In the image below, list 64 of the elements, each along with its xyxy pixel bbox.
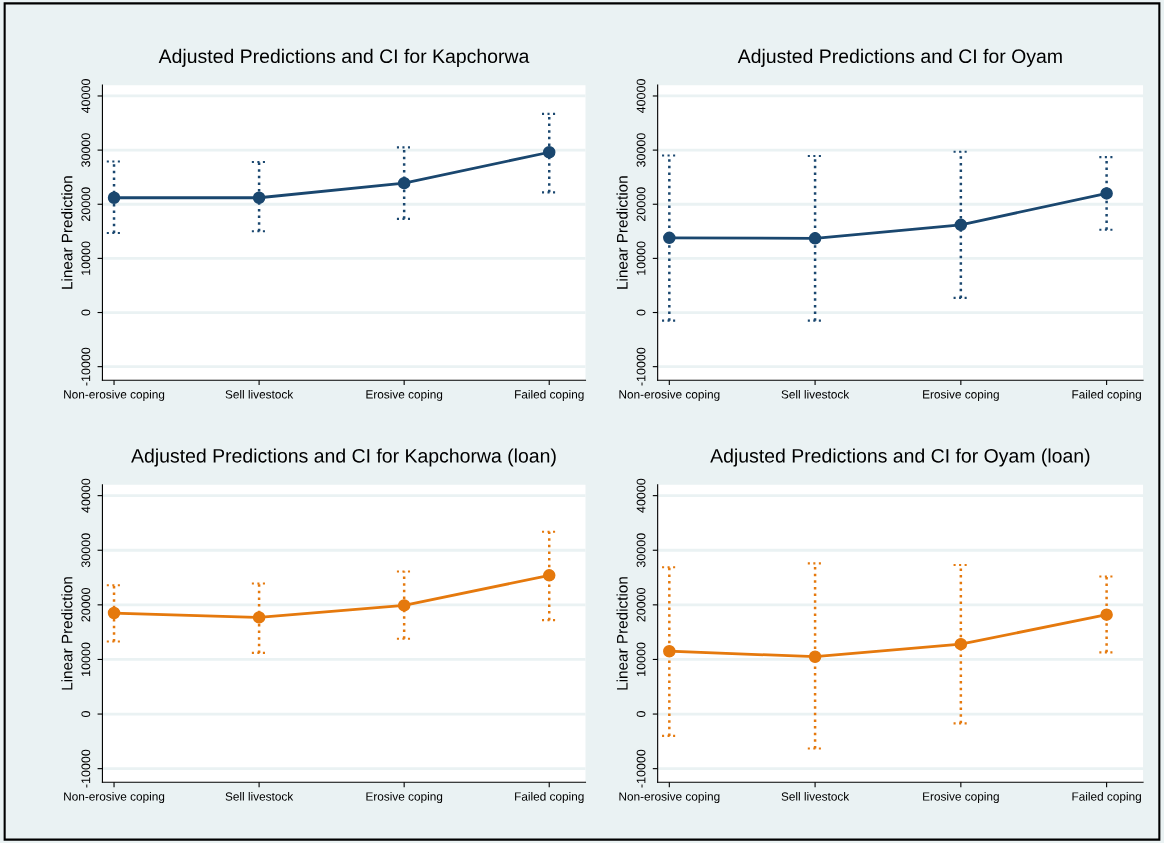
point (663, 645, 676, 658)
x-tick-label: Sell livestock (781, 389, 850, 399)
y-tick-label: 10000 (636, 241, 646, 275)
y-tick-label: 0 (81, 309, 91, 316)
point (808, 232, 822, 245)
y-tick-label: 30000 (81, 533, 91, 568)
chart-title: Adjusted Predictions and CI for Kapchorwa (loan) (131, 448, 556, 467)
chart-title: Adjusted Predictions and CI for Kapchorwa (158, 48, 530, 67)
y-tick-label: 10000 (636, 642, 646, 676)
y-tick-label: -10000 (636, 749, 646, 788)
y-tick-label: 40000 (636, 79, 646, 114)
y-tick-label: 20000 (81, 187, 91, 221)
y-tick-label: 30000 (636, 533, 646, 568)
y-tick-label: -10000 (81, 749, 91, 788)
point (808, 650, 822, 663)
point (663, 231, 676, 245)
point (107, 191, 121, 204)
point (252, 611, 266, 624)
point (1100, 187, 1113, 200)
x-tick-label: Non-erosive coping (64, 389, 165, 401)
y-tick-label: 0 (81, 711, 91, 718)
y-axis-title: Linear Prediction (616, 176, 628, 289)
x-tick-label: Sell livestock (781, 792, 850, 801)
y-tick-label: 20000 (81, 587, 91, 622)
chart-title: Adjusted Predictions and CI for Oyam (loan) (710, 448, 1090, 467)
y-tick-label: -10000 (636, 347, 646, 386)
y-tick-label: 30000 (81, 133, 91, 168)
x-tick-label: Erosive coping (366, 389, 443, 401)
y-axis-title: Linear Prediction (616, 577, 628, 690)
point (542, 146, 556, 159)
point (542, 569, 556, 582)
x-tick-label: Erosive coping (923, 389, 999, 401)
x-tick-label: Non-erosive coping (619, 389, 720, 401)
y-tick-label: 40000 (636, 478, 646, 513)
y-tick-label: 10000 (81, 241, 91, 275)
y-tick-label: 10000 (81, 642, 91, 676)
x-tick-label: Failed coping (515, 792, 584, 804)
point (954, 637, 968, 651)
y-tick-label: -10000 (81, 347, 91, 386)
x-tick-label: Sell livestock (225, 389, 294, 399)
point (252, 191, 266, 204)
y-tick-label: 40000 (81, 79, 91, 114)
point (107, 606, 121, 620)
point (397, 599, 411, 612)
x-tick-label: Sell livestock (225, 792, 294, 801)
y-tick-label: 30000 (636, 133, 646, 168)
y-tick-label: 20000 (636, 187, 646, 221)
x-tick-label: Failed coping (1072, 792, 1141, 804)
x-tick-label: Non-erosive coping (619, 792, 720, 804)
chart-title: Adjusted Predictions and CI for Oyam (737, 48, 1062, 67)
x-tick-label: Non-erosive coping (64, 792, 165, 804)
x-tick-label: Failed coping (515, 389, 584, 401)
y-tick-label: 0 (636, 711, 646, 718)
y-tick-label: 0 (636, 309, 646, 316)
x-tick-label: Failed coping (1072, 389, 1141, 401)
point (954, 218, 968, 232)
y-tick-label: 20000 (636, 587, 646, 622)
y-axis-title: Linear Prediction (61, 176, 73, 289)
point (1100, 608, 1113, 621)
y-axis-title: Linear Prediction (61, 577, 73, 690)
point (397, 176, 411, 190)
x-tick-label: Erosive coping (366, 792, 443, 804)
x-tick-label: Erosive coping (923, 792, 999, 804)
y-tick-label: 40000 (81, 478, 91, 513)
